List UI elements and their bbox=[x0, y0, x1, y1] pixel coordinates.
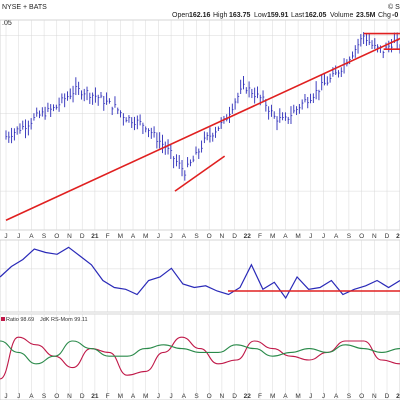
high-value: 163.75 bbox=[229, 12, 251, 19]
month-tick-label: N bbox=[220, 393, 225, 400]
month-tick-label: 22 bbox=[244, 233, 252, 240]
month-tick-label: J bbox=[17, 233, 20, 240]
chart-header: NYSE + BATS .05 © Sto Open 162.16 High 1… bbox=[2, 3, 400, 27]
month-tick-label: M bbox=[118, 393, 123, 400]
month-tick-label: D bbox=[80, 233, 85, 240]
month-tick-label: D bbox=[80, 393, 85, 400]
month-tick-label: M bbox=[118, 233, 123, 240]
symbol-text: NYSE + BATS bbox=[2, 4, 47, 11]
month-tick-label: A bbox=[182, 233, 187, 240]
month-tick-label: J bbox=[309, 393, 312, 400]
last-label: Last bbox=[291, 12, 304, 19]
month-tick-label: J bbox=[169, 233, 172, 240]
month-tick-label: S bbox=[347, 233, 352, 240]
month-tick-label: D bbox=[232, 393, 237, 400]
month-tick-label: 22 bbox=[244, 393, 252, 400]
month-tick-label: 21 bbox=[91, 393, 99, 400]
volume-label: Volume bbox=[330, 12, 353, 19]
source-text: © Sto bbox=[388, 3, 400, 11]
month-tick-label: S bbox=[194, 393, 199, 400]
month-tick-label: N bbox=[67, 393, 72, 400]
month-tick-label: F bbox=[106, 233, 110, 240]
month-tick-label: O bbox=[207, 233, 212, 240]
rrg-panel-frame bbox=[0, 313, 400, 400]
low-value: 159.91 bbox=[267, 12, 289, 19]
month-tick-label: A bbox=[334, 233, 339, 240]
month-tick-label: O bbox=[359, 393, 364, 400]
month-tick-label: J bbox=[157, 233, 160, 240]
month-tick-label: D bbox=[385, 393, 390, 400]
month-tick-label: D bbox=[385, 233, 390, 240]
month-tick-label: J bbox=[157, 393, 160, 400]
month-tick-label: N bbox=[372, 393, 377, 400]
rs-momentum-series bbox=[0, 340, 400, 365]
month-tick-label: A bbox=[29, 393, 34, 400]
month-tick-label: N bbox=[67, 233, 72, 240]
left-fragment: .05 bbox=[2, 20, 12, 27]
month-tick-label: S bbox=[194, 233, 199, 240]
rrg-legend: Ratio 98.69 JdK RS-Mom 99.11 bbox=[1, 317, 88, 323]
momentum-legend-text: JdK RS-Mom 99.11 bbox=[40, 317, 88, 323]
open-label: Open bbox=[172, 12, 189, 19]
last-value: 162.05 bbox=[305, 12, 327, 19]
month-tick-label: M bbox=[295, 393, 300, 400]
month-tick-label: O bbox=[54, 233, 59, 240]
trendline bbox=[5, 37, 400, 222]
month-tick-label: M bbox=[143, 233, 148, 240]
month-tick-label: M bbox=[143, 393, 148, 400]
month-tick-label: J bbox=[322, 233, 325, 240]
month-tick-label: F bbox=[106, 393, 110, 400]
trendline bbox=[174, 155, 226, 192]
month-tick-label: A bbox=[334, 393, 339, 400]
month-tick-label: F bbox=[258, 233, 262, 240]
relative-strength-series bbox=[0, 246, 400, 300]
month-tick-label: F bbox=[258, 393, 262, 400]
month-tick-label: A bbox=[283, 393, 288, 400]
month-tick-label: 23 bbox=[396, 393, 400, 400]
month-tick-label: J bbox=[17, 393, 20, 400]
low-label: Low bbox=[254, 12, 268, 19]
volume-value: 23.5M bbox=[356, 12, 376, 19]
price-bars bbox=[5, 32, 400, 181]
rs-ratio-series bbox=[0, 336, 400, 380]
month-tick-label: O bbox=[54, 393, 59, 400]
month-tick-label: M bbox=[270, 233, 275, 240]
chg-value: -0 bbox=[392, 12, 398, 19]
month-tick-label: 21 bbox=[91, 233, 99, 240]
month-tick-label: J bbox=[322, 393, 325, 400]
price-panel-frame bbox=[0, 19, 400, 231]
month-tick-label: A bbox=[29, 233, 34, 240]
month-tick-label: D bbox=[232, 233, 237, 240]
month-tick-label: M bbox=[270, 393, 275, 400]
open-value: 162.16 bbox=[189, 12, 211, 19]
month-tick-label: O bbox=[207, 393, 212, 400]
month-tick-label: N bbox=[220, 233, 225, 240]
month-tick-label: S bbox=[42, 233, 47, 240]
month-tick-label: 23 bbox=[396, 233, 400, 240]
month-tick-label: A bbox=[283, 233, 288, 240]
chg-label: Chg bbox=[378, 12, 391, 19]
relative-strength-line bbox=[0, 246, 400, 300]
high-label: High bbox=[213, 12, 228, 19]
trendlines bbox=[5, 32, 400, 222]
ratio-legend-swatch bbox=[1, 317, 5, 321]
month-tick-label: S bbox=[347, 393, 352, 400]
month-axis: JJJJAASSOONNDD2121FFMMAAMMJJJJAASSOONNDD… bbox=[4, 233, 400, 400]
month-tick-label: A bbox=[131, 393, 136, 400]
grid-layer bbox=[0, 20, 400, 400]
month-tick-label: S bbox=[42, 393, 47, 400]
month-tick-label: J bbox=[4, 393, 7, 400]
month-tick-label: J bbox=[169, 393, 172, 400]
relative-strength-panel-frame bbox=[0, 239, 400, 313]
month-tick-label: A bbox=[182, 393, 187, 400]
month-tick-label: J bbox=[4, 233, 7, 240]
month-tick-label: J bbox=[309, 233, 312, 240]
month-tick-label: O bbox=[359, 233, 364, 240]
month-tick-label: M bbox=[295, 233, 300, 240]
ratio-legend-text: Ratio 98.69 bbox=[6, 317, 34, 323]
month-tick-label: A bbox=[131, 233, 136, 240]
rrg-lines bbox=[0, 336, 400, 380]
month-tick-label: N bbox=[372, 233, 377, 240]
